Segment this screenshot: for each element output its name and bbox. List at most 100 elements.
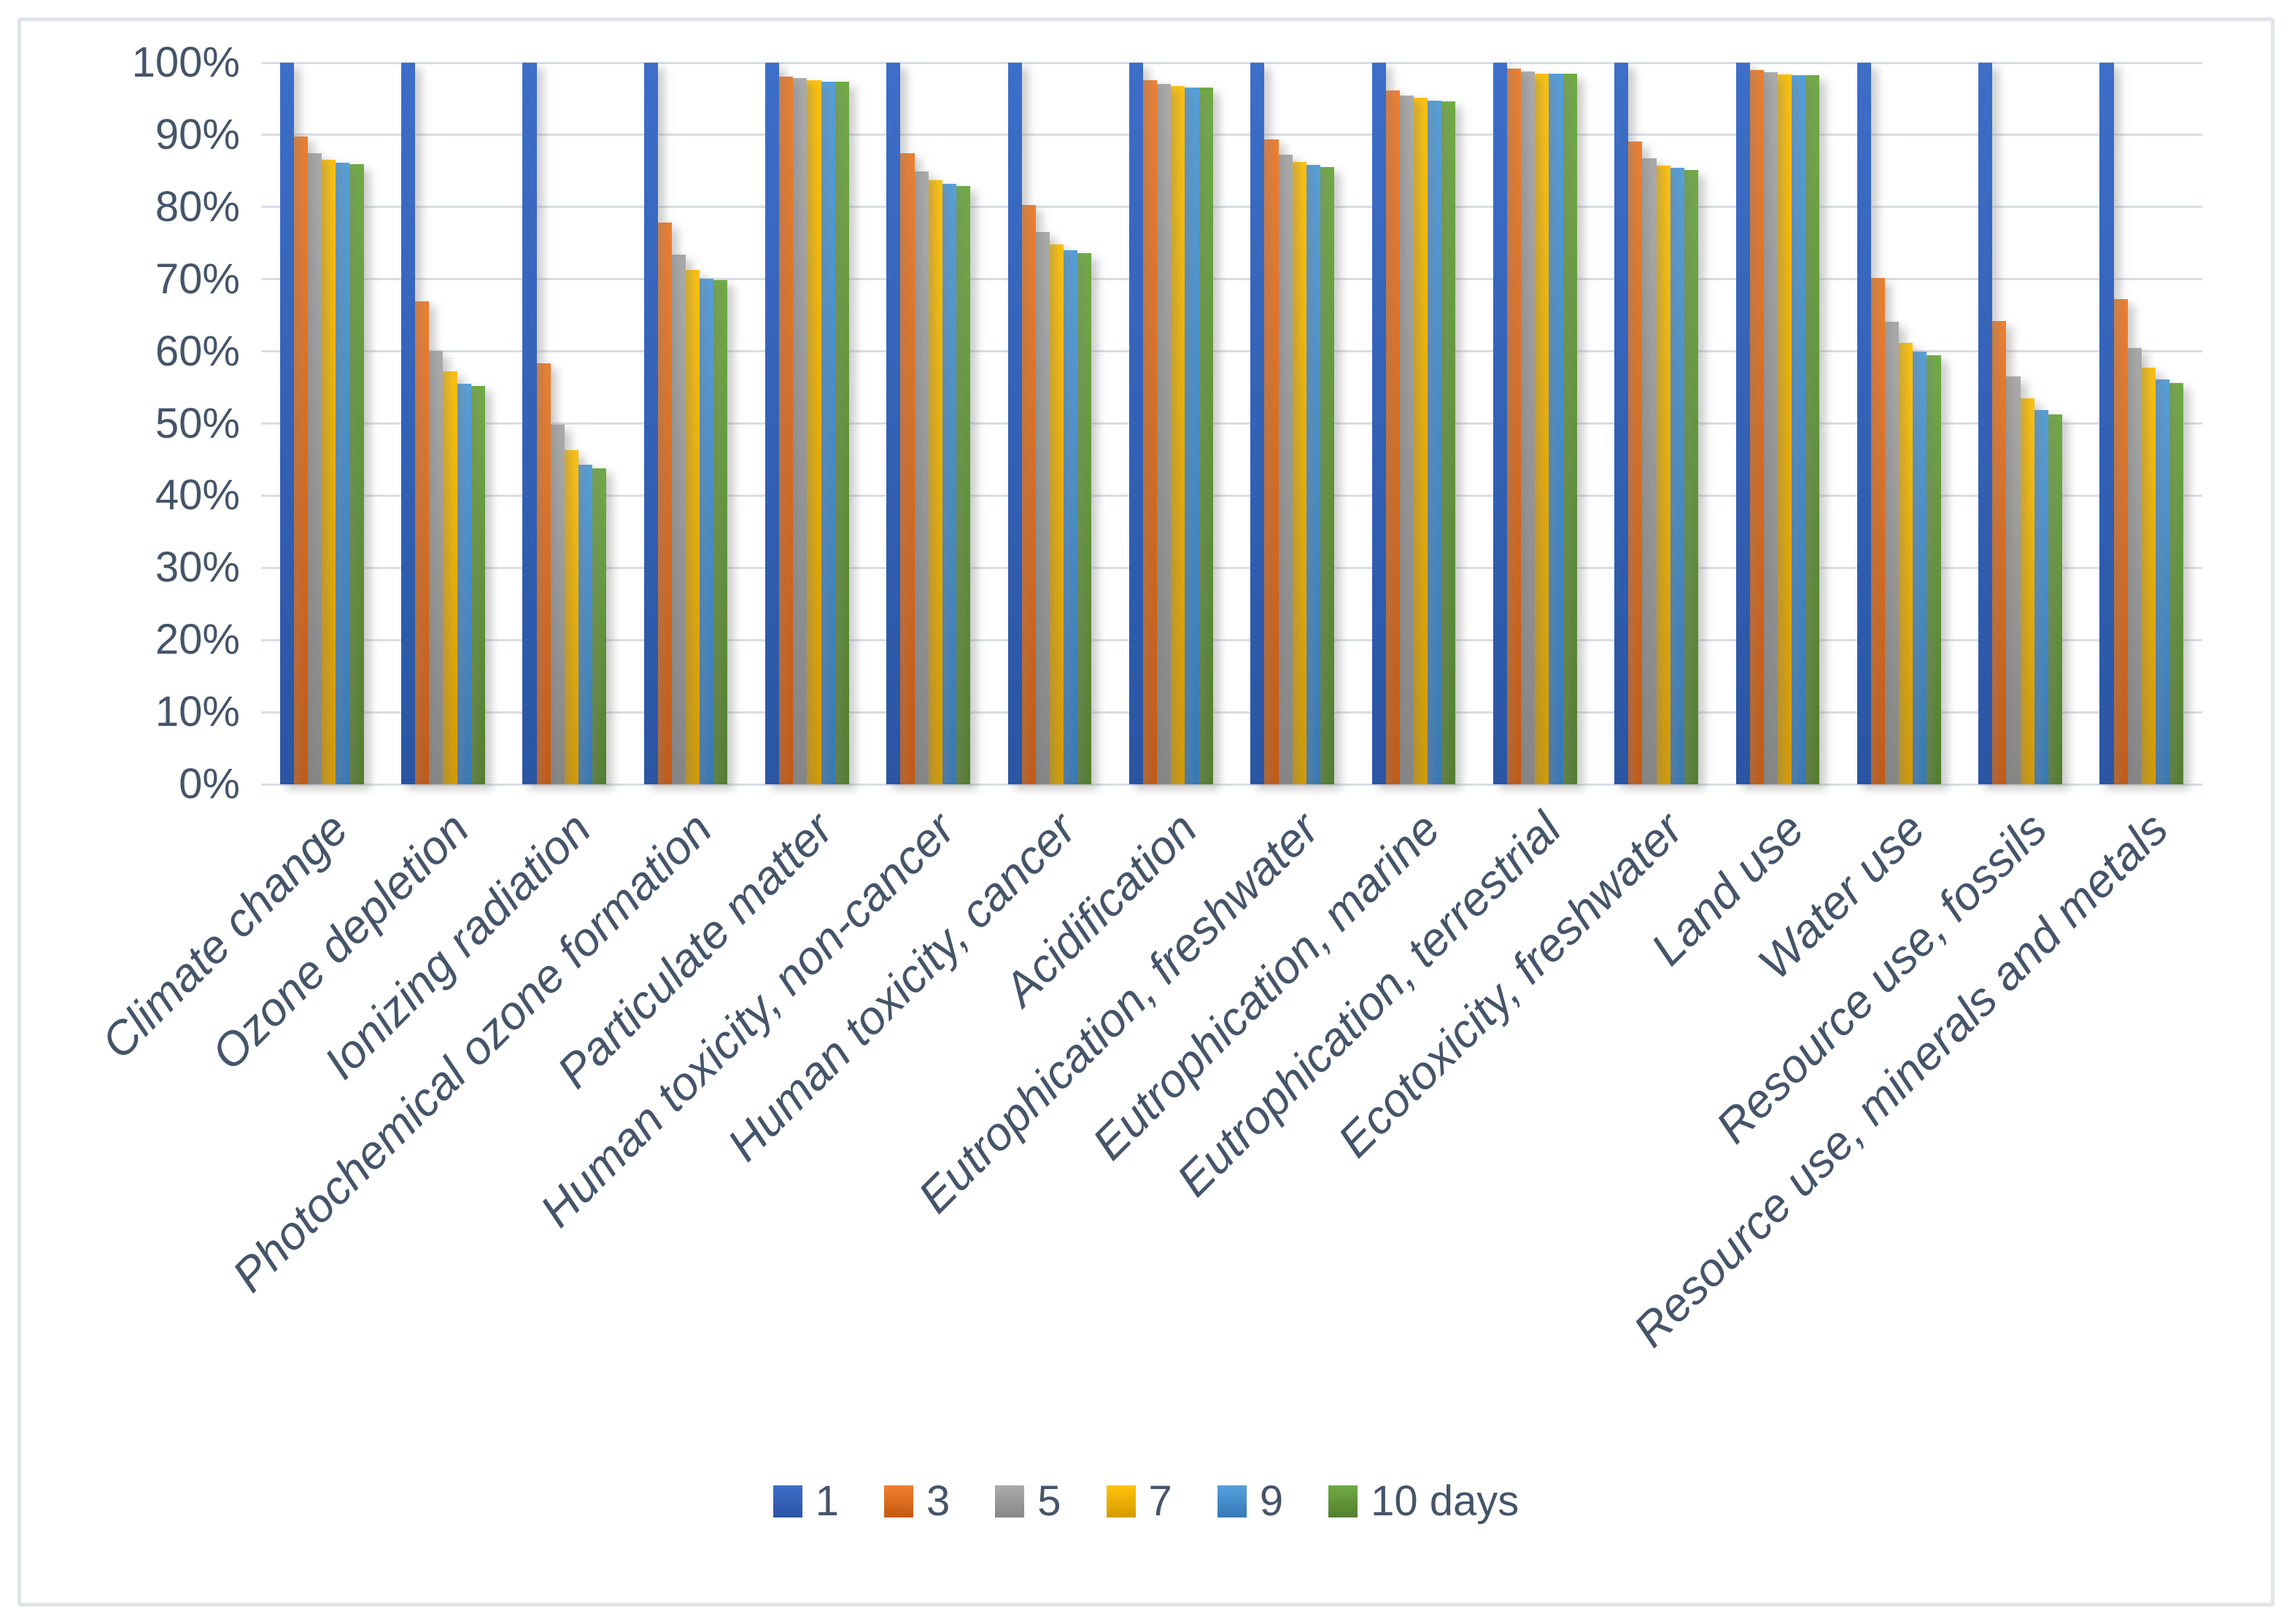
bar-series-1-cat-6 xyxy=(886,63,901,784)
bar-series-3-cat-13 xyxy=(1749,69,1764,784)
bar-series-3-cat-10 xyxy=(1385,90,1400,784)
bar-group-5 xyxy=(746,63,867,784)
gridline-40 xyxy=(261,494,2202,497)
bar-series-7-cat-9 xyxy=(1292,161,1306,784)
bar-series-9-cat-11 xyxy=(1549,73,1563,784)
bar-series-1-cat-10 xyxy=(1371,63,1386,784)
legend-swatch-icon xyxy=(1106,1485,1136,1517)
bar-series-5-cat-3 xyxy=(550,424,565,784)
bar-series-7-cat-2 xyxy=(443,371,457,784)
bar-series-5-cat-15 xyxy=(2006,376,2021,784)
gridline-80 xyxy=(261,206,2202,209)
bar-groups xyxy=(261,63,2202,784)
legend-item-7: 7 xyxy=(1106,1480,1172,1523)
gridline-10 xyxy=(261,711,2202,714)
bar-group-7 xyxy=(989,63,1110,784)
bar-group-14 xyxy=(1838,63,1959,784)
bar-series-3-cat-16 xyxy=(2113,299,2128,784)
bar-series-10-days-cat-3 xyxy=(592,468,607,784)
legend-swatch-icon xyxy=(1217,1485,1247,1517)
y-tick-label-70: 70% xyxy=(155,255,240,303)
bar-series-7-cat-3 xyxy=(564,450,578,784)
bar-group-1 xyxy=(261,63,382,784)
bar-series-5-cat-12 xyxy=(1642,158,1657,784)
bar-group-12 xyxy=(1595,63,1716,784)
bar-group-3 xyxy=(504,63,625,784)
bar-series-1-cat-16 xyxy=(2099,63,2114,784)
gridline-90 xyxy=(261,134,2202,136)
y-tick-label-60: 60% xyxy=(155,327,240,375)
bar-group-11 xyxy=(1474,63,1595,784)
bar-series-7-cat-5 xyxy=(807,80,821,784)
bar-series-5-cat-11 xyxy=(1521,71,1536,784)
bar-series-7-cat-13 xyxy=(1777,74,1792,784)
legend-label: 5 xyxy=(1037,1477,1061,1525)
legend-swatch-icon xyxy=(773,1485,802,1517)
bar-series-3-cat-2 xyxy=(415,301,430,784)
bar-series-9-cat-3 xyxy=(578,464,593,784)
bar-series-3-cat-6 xyxy=(900,152,915,784)
bar-series-3-cat-11 xyxy=(1507,68,1522,784)
gridline-70 xyxy=(261,278,2202,281)
bar-series-10-days-cat-15 xyxy=(2048,414,2062,784)
bar-series-10-days-cat-11 xyxy=(1563,73,1577,784)
bar-series-5-cat-7 xyxy=(1035,232,1050,784)
bar-series-1-cat-14 xyxy=(1857,63,1871,784)
bar-series-5-cat-5 xyxy=(793,77,808,784)
gridline-30 xyxy=(261,566,2202,569)
bar-group-8 xyxy=(1110,63,1231,784)
bar-series-5-cat-6 xyxy=(914,171,929,784)
gridline-60 xyxy=(261,350,2202,353)
bar-series-5-cat-1 xyxy=(308,152,322,784)
legend-label: 9 xyxy=(1259,1477,1284,1525)
bar-series-1-cat-11 xyxy=(1492,63,1508,784)
bar-series-1-cat-9 xyxy=(1250,63,1265,784)
bar-group-16 xyxy=(2081,63,2202,784)
bar-series-3-cat-3 xyxy=(536,363,551,784)
bar-series-9-cat-9 xyxy=(1306,165,1320,784)
y-tick-label-80: 80% xyxy=(155,182,240,231)
gridline-50 xyxy=(261,422,2202,425)
chart-frame: 0% 10% 20% 30% 40% 50% 60% 70% 80% 90% 100% Climat… xyxy=(18,18,2274,1606)
bar-series-9-cat-14 xyxy=(1913,351,1927,784)
bar-series-5-cat-2 xyxy=(429,350,444,784)
bar-series-9-cat-6 xyxy=(942,184,956,784)
legend-item-1: 1 xyxy=(773,1480,839,1523)
bar-series-9-cat-12 xyxy=(1670,168,1684,784)
bar-series-5-cat-9 xyxy=(1278,154,1293,784)
bar-series-7-cat-4 xyxy=(686,269,700,784)
legend-item-9: 9 xyxy=(1217,1480,1283,1523)
bar-series-10-days-cat-8 xyxy=(1199,87,1213,784)
legend: 1 3 5 7 9 10 days xyxy=(21,1480,2271,1523)
gridline-100 xyxy=(261,61,2202,64)
bar-series-7-cat-14 xyxy=(1899,342,1913,784)
y-tick-label-50: 50% xyxy=(155,399,240,447)
bar-series-10-days-cat-14 xyxy=(1927,355,1941,784)
bar-series-1-cat-2 xyxy=(401,63,416,784)
bar-series-9-cat-2 xyxy=(457,384,471,784)
bar-series-10-days-cat-9 xyxy=(1320,167,1335,784)
y-tick-label-0: 0% xyxy=(179,760,240,808)
y-tick-label-90: 90% xyxy=(155,110,240,158)
bar-series-9-cat-13 xyxy=(1792,74,1806,784)
bar-series-10-days-cat-2 xyxy=(471,386,485,784)
y-tick-label-100: 100% xyxy=(131,39,240,86)
bar-series-3-cat-1 xyxy=(293,136,309,784)
bar-series-1-cat-7 xyxy=(1007,63,1022,784)
category-axis-labels: Climate change Ozone depletion Ionizing ra… xyxy=(91,803,2202,1460)
legend-item-10-days: 10 days xyxy=(1328,1480,1519,1523)
bar-series-9-cat-10 xyxy=(1428,101,1442,784)
bar-group-2 xyxy=(382,63,503,784)
bar-series-1-cat-13 xyxy=(1735,63,1750,784)
y-tick-label-10: 10% xyxy=(155,688,240,736)
bar-series-7-cat-7 xyxy=(1050,244,1064,784)
bar-series-10-days-cat-5 xyxy=(835,81,849,784)
legend-swatch-icon xyxy=(1328,1485,1358,1517)
y-axis-tick-labels: 0% 10% 20% 30% 40% 50% 60% 70% 80% 90% 100% xyxy=(21,42,240,805)
bar-series-10-days-cat-12 xyxy=(1684,170,1698,784)
bar-group-6 xyxy=(868,63,989,784)
bar-series-9-cat-4 xyxy=(700,278,714,784)
bar-series-10-days-cat-7 xyxy=(1077,253,1092,784)
bar-series-1-cat-3 xyxy=(522,63,537,784)
y-tick-label-40: 40% xyxy=(155,471,240,519)
